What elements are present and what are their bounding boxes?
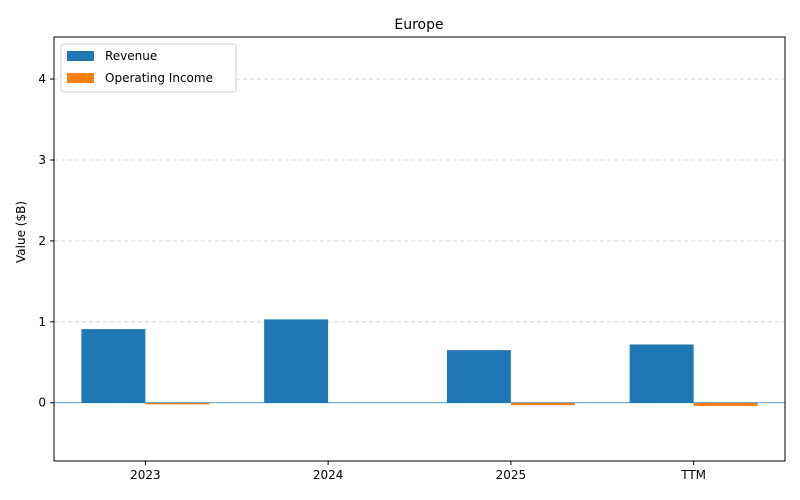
bar-revenue-2024 (264, 319, 329, 403)
bar-revenue-2025 (446, 350, 511, 403)
y-tick-label: 2 (38, 234, 46, 248)
x-tick-label: 2025 (496, 468, 527, 482)
y-tick-label: 3 (38, 153, 46, 167)
bars (81, 319, 758, 406)
legend: Revenue Operating Income (60, 43, 237, 93)
x-tick-label: 2023 (130, 468, 161, 482)
x-tick-label: TTM (680, 468, 706, 482)
y-tick-label: 1 (38, 315, 46, 329)
bar-operating-income-2023 (145, 402, 210, 405)
legend-label: Operating Income (105, 71, 213, 85)
plot-frame (53, 36, 786, 462)
y-tick-label: 4 (38, 72, 46, 86)
legend-box (60, 43, 237, 93)
chart-title: Europe (394, 17, 443, 33)
x-tick-label: 2024 (313, 468, 344, 482)
bar-revenue-ttm (629, 344, 694, 403)
bar-operating-income-2025 (510, 402, 575, 406)
bar-revenue-2023 (81, 329, 146, 403)
tick-labels: 0 1 2 3 4 2023 2024 2025 TTM (38, 72, 706, 482)
grid-lines (54, 78, 785, 323)
legend-label: Revenue (105, 49, 157, 63)
legend-swatch (67, 73, 94, 83)
y-axis-label: Value ($B) (14, 201, 28, 263)
legend-swatch (67, 51, 94, 61)
bar-operating-income-ttm (693, 402, 758, 406)
axes (53, 36, 786, 462)
y-tick-label: 0 (38, 396, 46, 410)
